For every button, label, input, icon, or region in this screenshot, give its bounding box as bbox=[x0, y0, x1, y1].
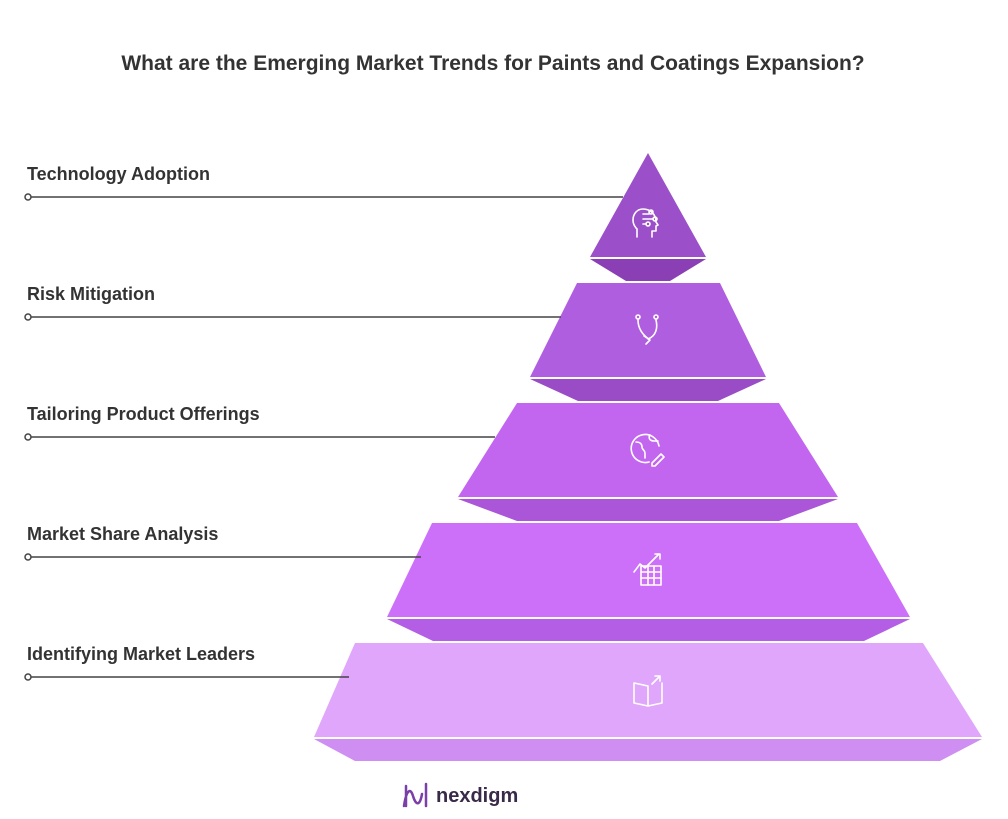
leader-dot bbox=[24, 673, 32, 681]
level-shelf bbox=[590, 259, 706, 281]
level-label: Risk Mitigation bbox=[27, 284, 155, 304]
icon bbox=[633, 553, 662, 586]
pyramid-level bbox=[458, 403, 838, 521]
level-shelf bbox=[458, 499, 838, 521]
pyramid-level bbox=[314, 643, 982, 761]
level-label: Market Share Analysis bbox=[27, 524, 218, 544]
icon bbox=[632, 208, 659, 238]
pyramid-level bbox=[530, 283, 766, 401]
logo-mark bbox=[402, 782, 428, 808]
level-face bbox=[530, 283, 766, 377]
pyramid-level bbox=[387, 523, 910, 641]
level-label: Identifying Market Leaders bbox=[27, 644, 255, 664]
leader-dot bbox=[24, 433, 32, 441]
level-shelf bbox=[530, 379, 766, 401]
title: What are the Emerging Market Trends for … bbox=[121, 52, 864, 75]
level-face bbox=[590, 153, 706, 257]
level-shelf bbox=[387, 619, 910, 641]
pyramid-level bbox=[590, 153, 706, 281]
level-face bbox=[458, 403, 838, 497]
leader-dot bbox=[24, 313, 32, 321]
level-shelf bbox=[314, 739, 982, 761]
icon bbox=[635, 314, 659, 345]
level-label: Technology Adoption bbox=[27, 164, 210, 184]
logo: nexdigm bbox=[402, 782, 518, 808]
icon bbox=[630, 433, 665, 467]
level-label: Tailoring Product Offerings bbox=[27, 404, 260, 424]
leader-dot bbox=[24, 553, 32, 561]
logo-text: nexdigm bbox=[436, 785, 518, 807]
leader-dot bbox=[24, 193, 32, 201]
leaders bbox=[24, 193, 623, 681]
icon bbox=[633, 675, 663, 707]
